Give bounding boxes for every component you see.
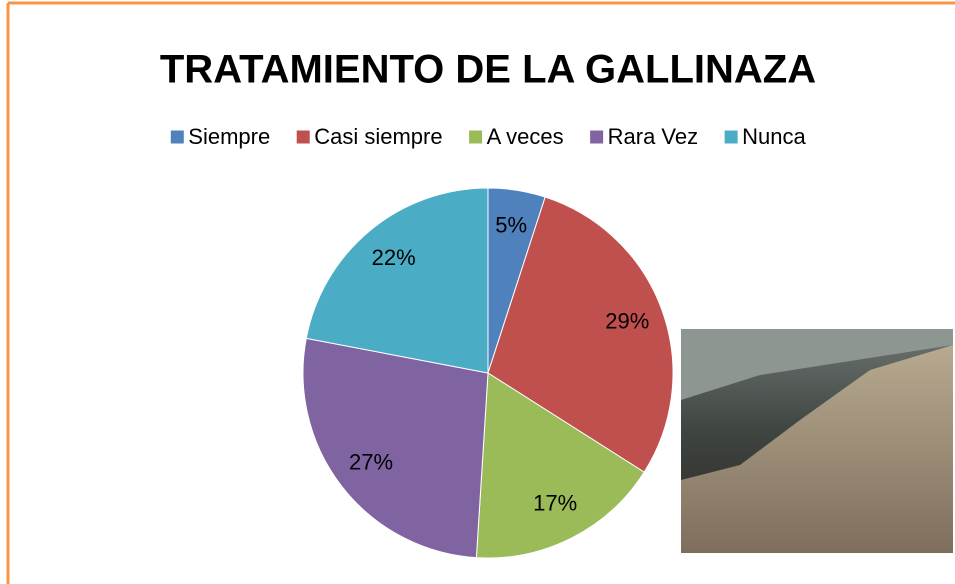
data-label: 5% <box>495 213 527 238</box>
legend-label: Casi siempre <box>314 124 442 149</box>
photo-pile <box>681 345 953 553</box>
legend-label: Siempre <box>188 124 270 149</box>
pie-slice <box>487 196 674 473</box>
legend-swatch <box>468 129 484 145</box>
legend: Siempre Casi siempre A veces Rara Vez Nunca <box>169 124 806 149</box>
legend-label: Rara Vez <box>608 124 699 149</box>
legend-label: A veces <box>487 124 564 149</box>
legend-swatch <box>723 129 739 145</box>
legend-swatch <box>169 129 185 145</box>
data-label: 29% <box>605 309 649 334</box>
legend-label: Nunca <box>742 124 806 149</box>
pie-slice <box>475 372 645 559</box>
chart-title: TRATAMIENTO DE LA GALLINAZA <box>160 48 816 92</box>
legend-swatch <box>295 129 311 145</box>
photo <box>677 325 955 556</box>
pie-slice <box>305 187 489 374</box>
pie-slice <box>302 337 489 559</box>
data-label: 17% <box>533 491 577 516</box>
data-label: 22% <box>372 245 416 270</box>
legend-swatch <box>589 129 605 145</box>
data-label: 27% <box>349 450 393 475</box>
photo-roof <box>681 329 953 400</box>
